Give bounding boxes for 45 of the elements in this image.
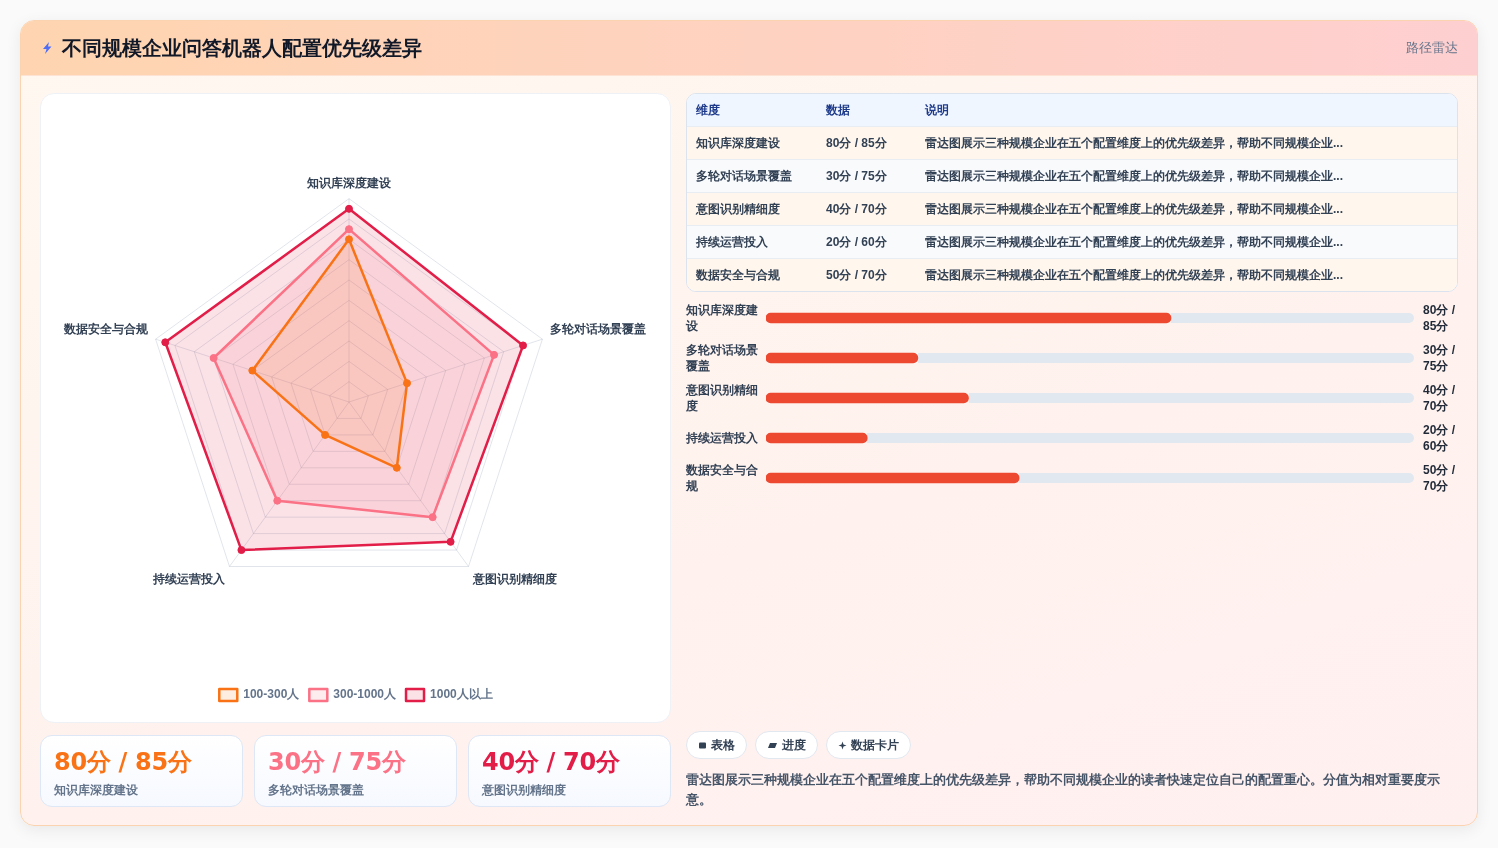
data-label: 80分 / 85分 bbox=[1423, 302, 1456, 334]
spoke-label: 持续运营投入 bbox=[151, 572, 226, 587]
category-label: 多轮对话场景覆盖 bbox=[268, 782, 365, 799]
text: 维度 bbox=[695, 101, 721, 119]
text: 80分 / 85分 bbox=[54, 748, 192, 776]
spoke-label: 知识库深度建设 bbox=[306, 175, 392, 190]
text: 雷达图展示三种规模企业在五个配置维度上的优先级差异，帮助不同规模企业的读者快速定位自己的配置重心。分值为相对重要度示意。 bbox=[686, 771, 1441, 809]
bar bbox=[766, 432, 868, 444]
spoke-label: 数据安全与合规 bbox=[63, 321, 149, 336]
text: 说明 bbox=[925, 101, 950, 119]
bar bbox=[766, 352, 919, 364]
text: 30分 / 75分 bbox=[268, 748, 406, 776]
text: 20分 / 60分 bbox=[826, 234, 887, 249]
data-label: 20分 / 60分 bbox=[1423, 422, 1456, 454]
text: 40分 / 70分 bbox=[482, 748, 620, 776]
category-label: 知识库深度建设 bbox=[54, 782, 139, 799]
text: 数据卡片 bbox=[851, 736, 899, 754]
text: 进度 bbox=[782, 736, 806, 754]
text: 雷达图展示三种规模企业在五个配置维度上的优先级差异，帮助不同规模企业... bbox=[925, 167, 1344, 185]
text: 表格 bbox=[711, 736, 735, 754]
text: 雷达图展示三种规模企业在五个配置维度上的优先级差异，帮助不同规模企业... bbox=[925, 200, 1344, 218]
y-tick-label: 持续运营投入 bbox=[686, 430, 759, 446]
legend-label: 100-300人 bbox=[243, 687, 301, 702]
data-label: 30分 / 75分 bbox=[1423, 342, 1456, 374]
y-tick-label: 知识库深度建设 bbox=[686, 302, 759, 334]
text: 雷达图展示三种规模企业在五个配置维度上的优先级差异，帮助不同规模企业... bbox=[925, 233, 1344, 251]
text: 数据 bbox=[826, 101, 851, 119]
y-tick-label: 意图识别精细度 bbox=[686, 382, 759, 414]
y-tick-label: 多轮对话场景覆盖 bbox=[686, 342, 759, 374]
text: 50分 / 70分 bbox=[826, 267, 887, 282]
text: 30分 / 75分 bbox=[826, 168, 887, 183]
text: 雷达图展示三种规模企业在五个配置维度上的优先级差异，帮助不同规模企业... bbox=[925, 134, 1344, 152]
text: 路径雷达 bbox=[1406, 40, 1458, 56]
text: 雷达图展示三种规模企业在五个配置维度上的优先级差异，帮助不同规模企业... bbox=[925, 266, 1344, 284]
text: 40分 / 70分 bbox=[826, 201, 887, 216]
spoke-label: 意图识别精细度 bbox=[472, 572, 558, 587]
y-tick-label: 数据安全与合规 bbox=[686, 462, 759, 494]
legend-label: 300-1000人 bbox=[333, 687, 398, 702]
spoke-label: 多轮对话场景覆盖 bbox=[550, 321, 646, 336]
chart-title: 不同规模企业问答机器人配置优先级差异 bbox=[62, 36, 422, 60]
category-label: 意图识别精细度 bbox=[482, 782, 567, 799]
data-label: 50分 / 70分 bbox=[1423, 462, 1456, 494]
text: 80分 / 85分 bbox=[826, 135, 887, 150]
data-label: 40分 / 70分 bbox=[1423, 382, 1456, 414]
legend-label: 1000人以上 bbox=[430, 687, 493, 702]
